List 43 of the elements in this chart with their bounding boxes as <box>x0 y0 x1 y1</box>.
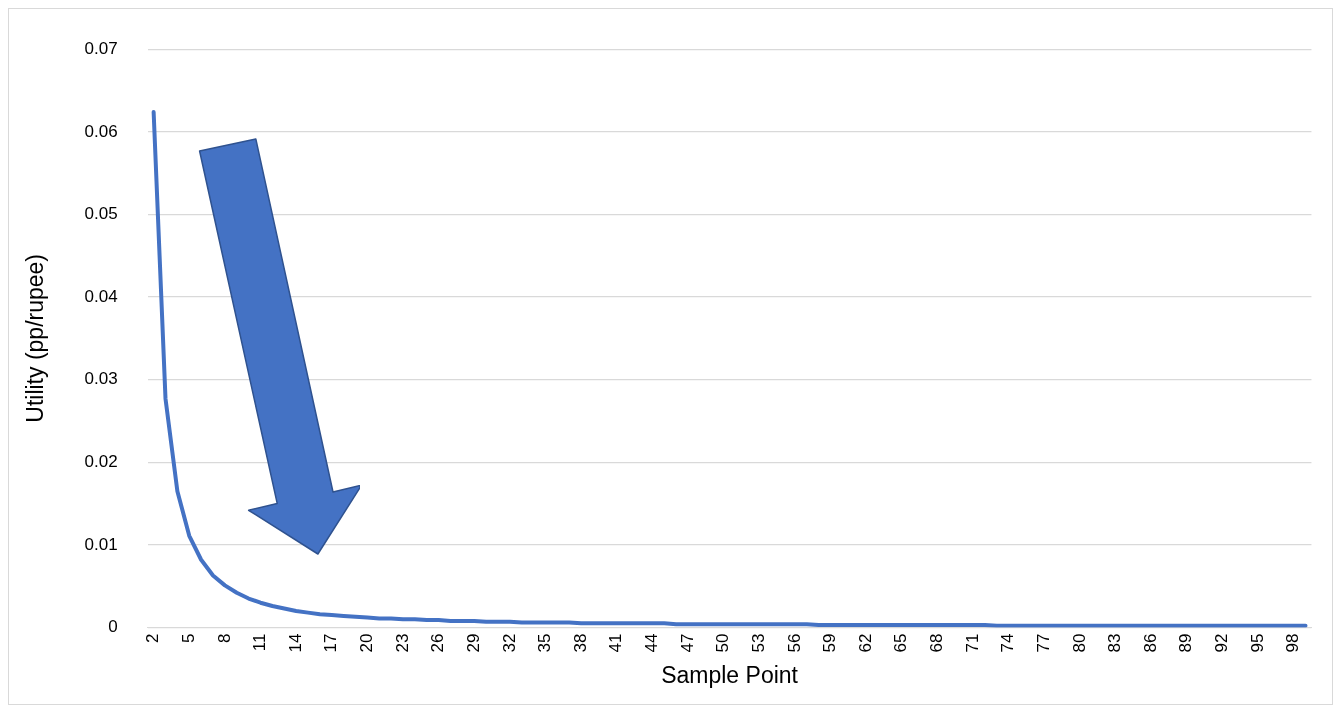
x-tick-label: 17 <box>321 633 341 653</box>
x-tick-label: 8 <box>214 633 234 643</box>
x-tick-label: 2 <box>143 633 163 643</box>
x-tick-label: 20 <box>357 633 377 653</box>
x-tick-label: 41 <box>606 633 626 653</box>
x-tick-label: 35 <box>535 633 555 653</box>
y-tick-label: 0.02 <box>84 451 118 471</box>
x-tick-label: 56 <box>784 633 804 653</box>
x-tick-label: 26 <box>428 633 448 653</box>
x-tick-label: 77 <box>1033 633 1053 653</box>
x-tick-label: 29 <box>463 633 483 653</box>
x-tick-label: 65 <box>891 633 911 653</box>
x-tick-label: 50 <box>713 633 733 653</box>
x-tick-label: 59 <box>820 633 840 653</box>
x-axis-title: Sample Point <box>661 661 799 688</box>
y-tick-label: 0.01 <box>84 534 118 554</box>
y-tick-label: 0.07 <box>84 38 118 58</box>
x-tick-label: 68 <box>927 633 947 653</box>
x-tick-label: 32 <box>499 633 519 653</box>
y-tick-label: 0.06 <box>84 121 118 141</box>
x-tick-label: 83 <box>1105 633 1125 653</box>
x-tick-label: 98 <box>1283 633 1303 653</box>
y-tick-label: 0.04 <box>84 286 118 306</box>
x-tick-label: 5 <box>178 633 198 643</box>
x-tick-label: 11 <box>250 633 270 652</box>
x-tick-label: 53 <box>748 633 768 653</box>
x-tick-label: 80 <box>1069 633 1089 653</box>
y-axis-title: Utility (pp/rupee) <box>22 253 49 423</box>
x-tick-label: 71 <box>962 633 982 653</box>
x-tick-label: 89 <box>1176 633 1196 653</box>
x-tick-label: 62 <box>855 633 875 653</box>
x-tick-label: 38 <box>570 633 590 653</box>
x-tick-label: 95 <box>1247 633 1267 653</box>
y-tick-label: 0.05 <box>84 204 118 224</box>
x-tick-label: 23 <box>392 633 412 653</box>
x-tick-label: 92 <box>1212 633 1232 653</box>
x-tick-label: 86 <box>1140 633 1160 653</box>
x-tick-label: 14 <box>285 633 305 653</box>
x-tick-label: 47 <box>677 633 697 653</box>
x-tick-label: 74 <box>998 633 1018 653</box>
y-tick-label: 0 <box>108 617 118 637</box>
y-tick-label: 0.03 <box>84 369 118 389</box>
x-tick-label: 44 <box>642 633 662 653</box>
